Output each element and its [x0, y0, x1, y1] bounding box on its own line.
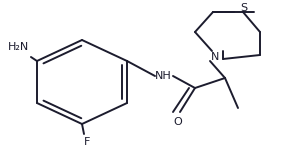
Text: F: F — [84, 137, 90, 147]
Text: H₂N: H₂N — [8, 42, 29, 52]
Text: S: S — [241, 3, 248, 13]
Text: NH: NH — [155, 71, 171, 81]
Text: N: N — [211, 52, 219, 62]
Text: O: O — [174, 117, 182, 127]
